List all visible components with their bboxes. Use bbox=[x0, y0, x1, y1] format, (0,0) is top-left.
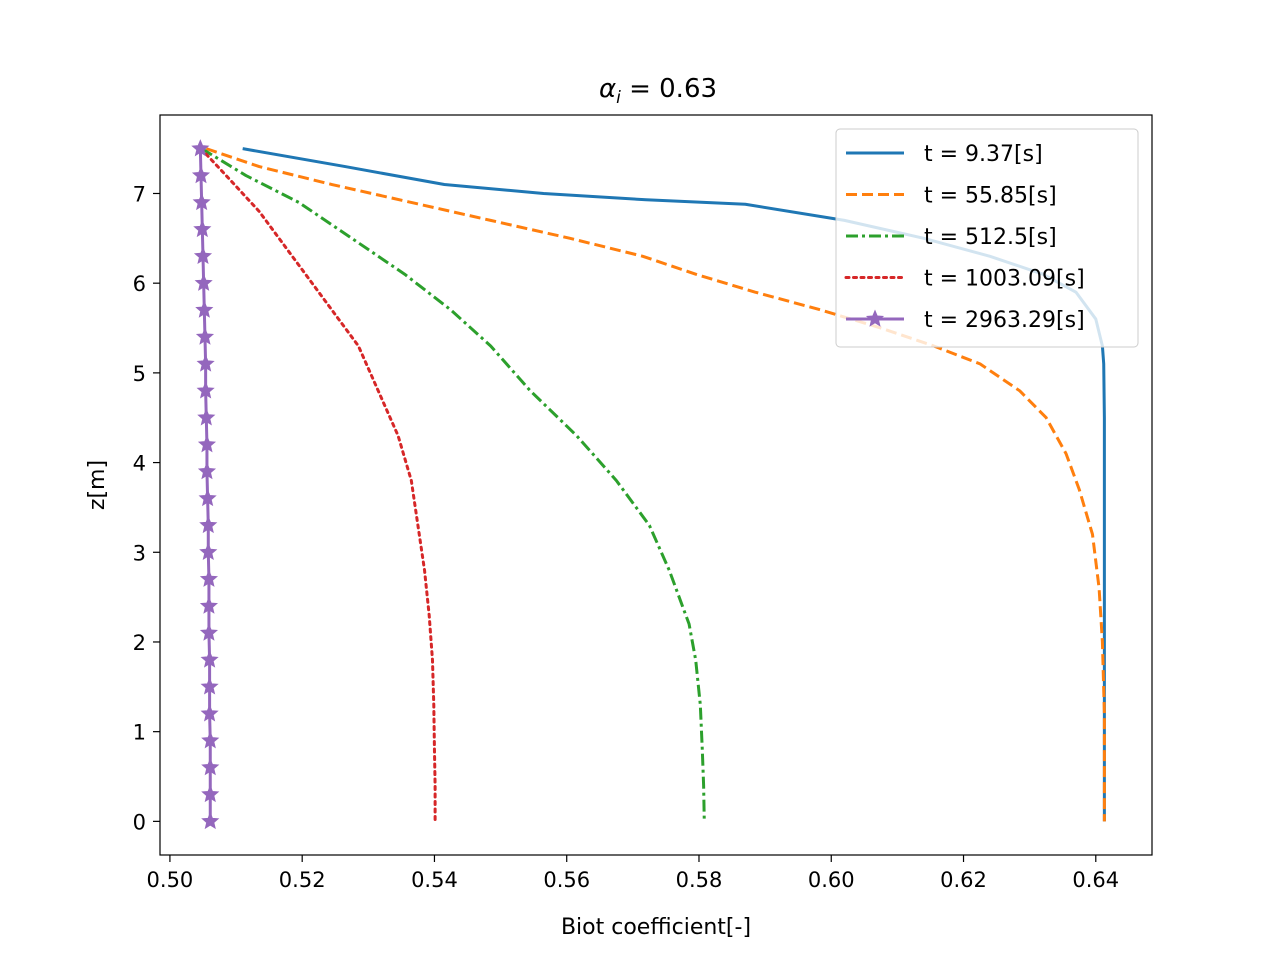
series-marker-star bbox=[195, 300, 214, 318]
series-marker-star bbox=[196, 381, 215, 399]
series-marker-star bbox=[201, 784, 220, 803]
y-axis-ticks: 0 1 2 3 4 5 6 7 bbox=[133, 182, 160, 834]
series-marker-star bbox=[193, 219, 212, 238]
legend-label-2: t = 55.85[s] bbox=[924, 184, 1057, 209]
y-tick-label: 6 bbox=[133, 272, 146, 296]
x-tick-label: 0.62 bbox=[940, 868, 987, 892]
title-value: = 0.63 bbox=[621, 74, 717, 104]
y-tick-label: 0 bbox=[133, 810, 146, 834]
x-tick-label: 0.52 bbox=[279, 868, 326, 892]
legend-label-5: t = 2963.29[s] bbox=[924, 308, 1085, 333]
y-tick-label: 7 bbox=[133, 182, 146, 206]
x-tick-label: 0.54 bbox=[411, 868, 458, 892]
legend-label-4: t = 1003.09[s] bbox=[924, 267, 1085, 292]
series-line-3 bbox=[200, 147, 706, 822]
x-tick-label: 0.60 bbox=[808, 868, 855, 892]
x-tick-label: 0.64 bbox=[1072, 868, 1119, 892]
series-marker-star bbox=[199, 596, 219, 614]
legend: t = 9.37[s] t = 55.85[s] t = 512.5[s] t = 1… bbox=[835, 128, 1139, 348]
x-tick-label: 0.56 bbox=[543, 868, 590, 892]
series-marker-star bbox=[201, 811, 220, 830]
series-line-4 bbox=[199, 147, 437, 823]
y-axis-label: z[m] bbox=[85, 460, 110, 510]
legend-label-3: t = 512.5[s] bbox=[924, 225, 1057, 250]
series-marker-star bbox=[191, 166, 211, 184]
y-tick-label: 4 bbox=[133, 452, 146, 476]
y-tick-label: 5 bbox=[133, 362, 146, 386]
title-alpha: α bbox=[599, 74, 616, 104]
y-tick-label: 2 bbox=[133, 631, 146, 655]
series-marker-star bbox=[193, 246, 213, 264]
series-marker-star bbox=[201, 731, 220, 749]
series-marker-star bbox=[199, 515, 218, 534]
series-marker-star bbox=[199, 569, 219, 587]
series-marker-star bbox=[198, 488, 217, 507]
x-tick-label: 0.50 bbox=[147, 868, 194, 892]
series-marker-star bbox=[199, 623, 219, 641]
axes-frame bbox=[159, 114, 1153, 856]
series-marker-star bbox=[197, 408, 216, 426]
title-subscript: i bbox=[616, 88, 621, 108]
series-marker-star bbox=[197, 462, 217, 480]
legend-label-1: t = 9.37[s] bbox=[924, 142, 1043, 167]
series-marker-star bbox=[199, 542, 218, 560]
series-marker-star bbox=[200, 650, 219, 668]
legend-marker-star bbox=[865, 309, 885, 327]
series-marker-star bbox=[194, 273, 213, 291]
series-marker-star bbox=[201, 758, 220, 776]
series-marker-star bbox=[195, 327, 215, 345]
series-marker-star bbox=[192, 192, 211, 211]
x-axis-ticks: 0.50 0.52 0.54 0.56 0.58 0.60 0.62 0.64 bbox=[147, 855, 1119, 892]
chart-title: αi = 0.63 bbox=[599, 74, 717, 108]
legend-items: t = 9.37[s] t = 55.85[s] t = 512.5[s] t = 1… bbox=[844, 142, 1085, 333]
x-axis-label: Biot coefficient[-] bbox=[561, 915, 751, 940]
x-tick-label: 0.58 bbox=[676, 868, 723, 892]
series-marker-star bbox=[196, 354, 215, 372]
series-marker-star bbox=[197, 435, 217, 453]
y-tick-label: 3 bbox=[133, 541, 146, 565]
legend-frame bbox=[835, 128, 1139, 348]
series-marker-star bbox=[200, 704, 219, 722]
series-marker-star bbox=[200, 677, 219, 695]
y-tick-label: 1 bbox=[133, 721, 146, 745]
series-marker-star bbox=[191, 139, 210, 157]
